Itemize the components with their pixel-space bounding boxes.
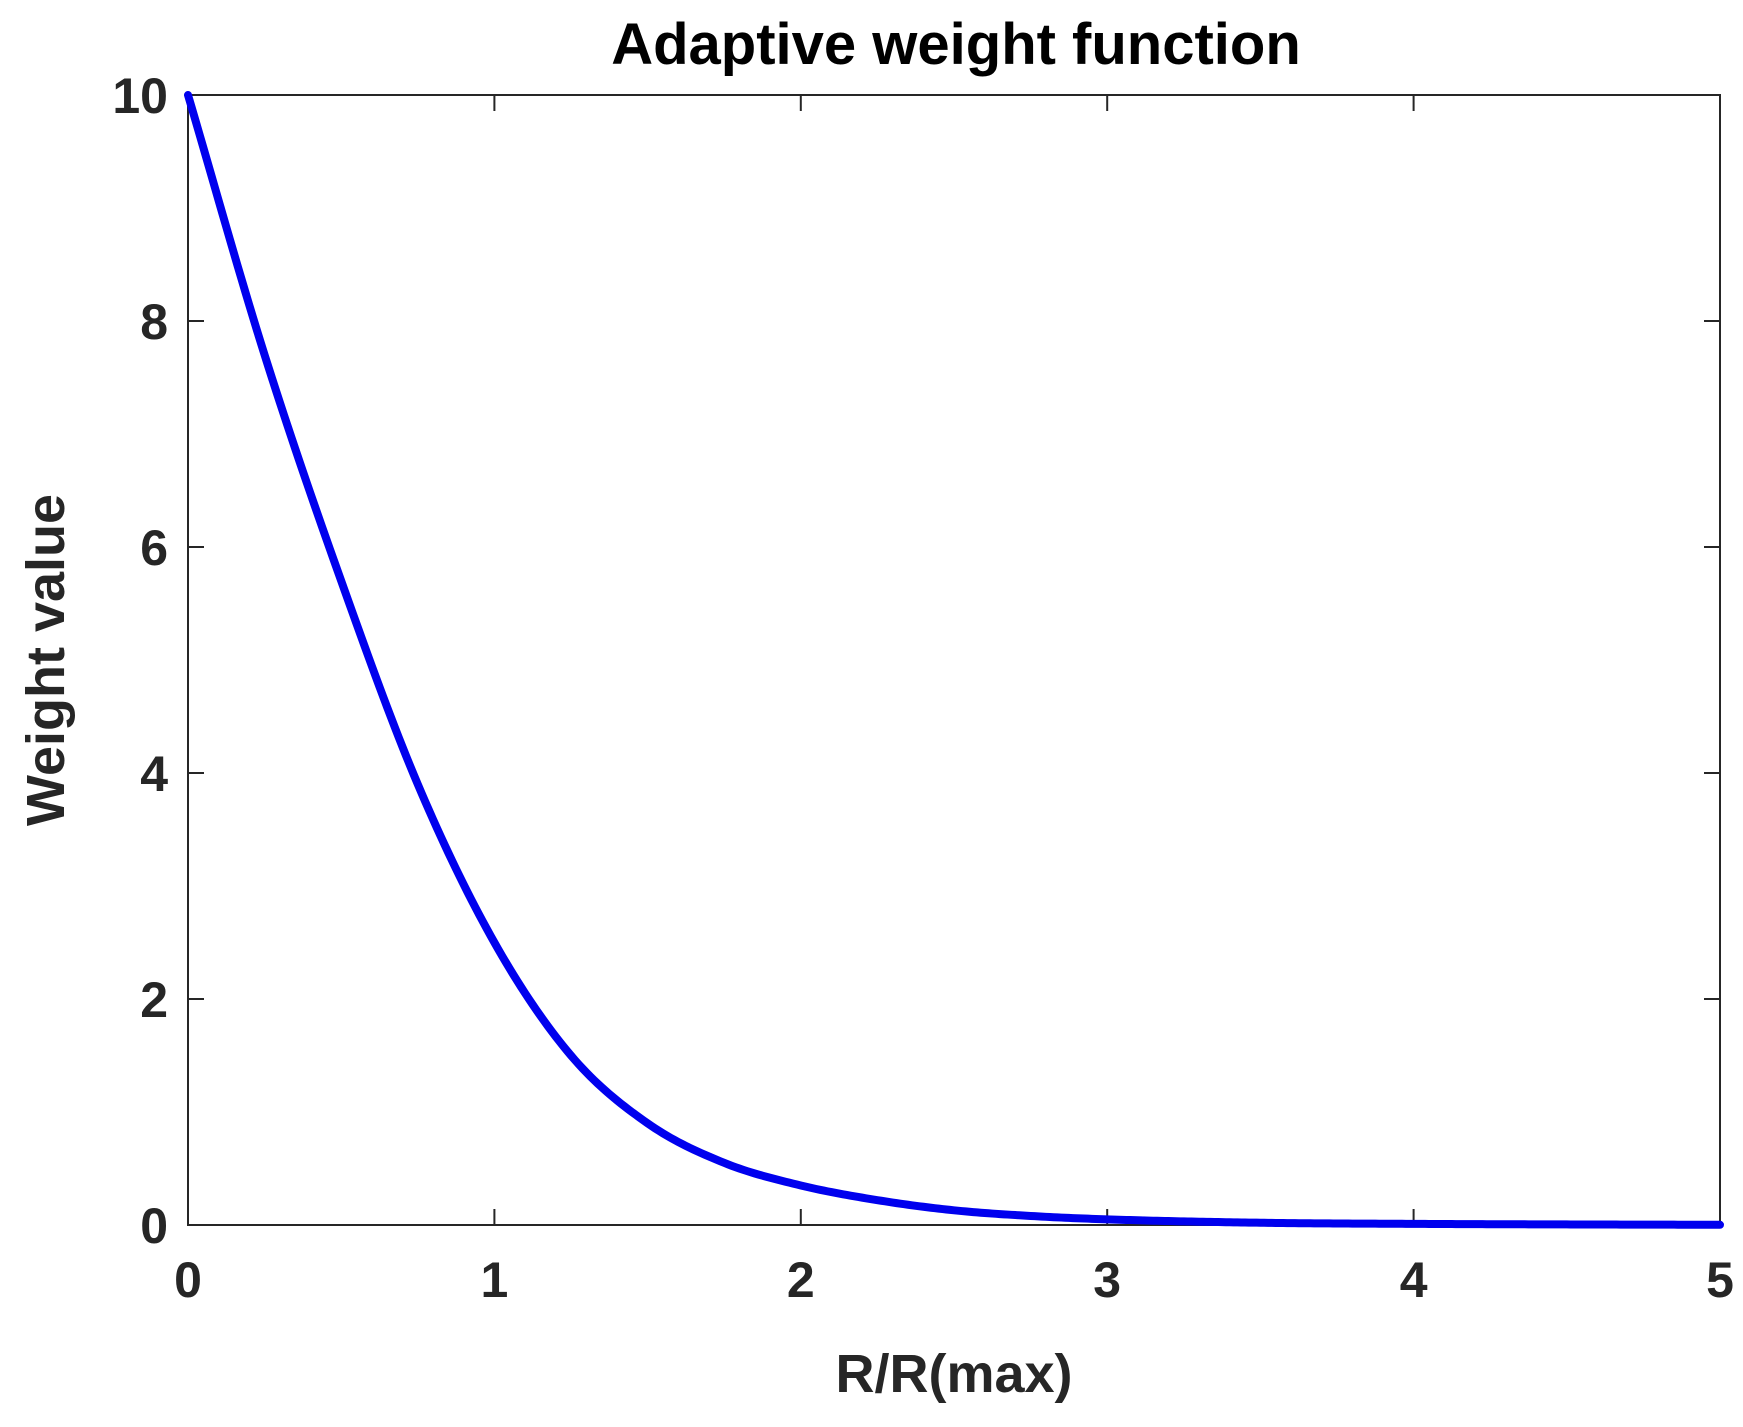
- x-tick-label: 4: [1400, 1252, 1428, 1308]
- x-tick-label: 0: [174, 1252, 202, 1308]
- x-tick-label: 3: [1093, 1252, 1121, 1308]
- x-axis-label: R/R(max): [835, 1344, 1072, 1404]
- series-line: [184, 91, 1724, 1229]
- x-tick-label: 2: [787, 1252, 815, 1308]
- y-tick-label: 0: [140, 1198, 168, 1254]
- x-tick-label: 5: [1706, 1252, 1734, 1308]
- chart-title: Adaptive weight function: [611, 12, 1301, 77]
- plot-frame: [187, 94, 1721, 1226]
- y-axis-label: Weight value: [16, 494, 76, 826]
- axis-ticks: [187, 94, 1721, 1226]
- x-tick-label: 1: [480, 1252, 508, 1308]
- y-tick-label: 6: [140, 520, 168, 576]
- y-tick-label: 4: [140, 746, 168, 802]
- y-tick-label: 10: [112, 68, 168, 124]
- y-tick-label: 2: [140, 972, 168, 1028]
- series-layer: [184, 91, 1724, 1229]
- y-tick-label: 8: [140, 294, 168, 350]
- axis-tick-labels: 0 1 2 3 4 5 0 2 4 6 8 10: [112, 68, 1734, 1308]
